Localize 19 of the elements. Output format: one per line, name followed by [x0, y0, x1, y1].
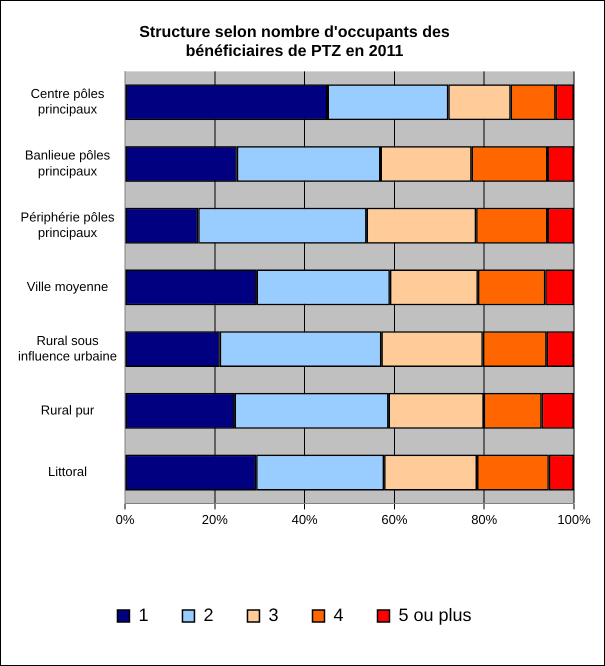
- x-tick-label: 20%: [202, 512, 228, 527]
- y-tick-label: Ville moyenne: [26, 278, 108, 294]
- x-tick-label: 0%: [116, 512, 135, 527]
- x-tick-label: 80%: [471, 512, 498, 527]
- legend-label: 2: [203, 604, 214, 625]
- y-tick-label: Rural pur: [40, 402, 95, 418]
- y-tick-label: Littoral: [48, 464, 88, 480]
- legend-label: 1: [138, 604, 148, 625]
- x-tick-label: 100%: [557, 512, 592, 527]
- chart-title: Structure selon nombre d'occupants des bénéficiaires de PTZ en 2011: [139, 24, 450, 60]
- legend-label: 5 ou plus: [398, 604, 472, 625]
- y-tick-label: Rural sous influence urbaine: [18, 332, 118, 364]
- y-tick-label: Centre pôles principaux: [30, 86, 105, 117]
- legend-label: 4: [333, 604, 344, 625]
- x-tick-label: 40%: [292, 512, 318, 527]
- y-tick-label: Banlieue pôles principaux: [24, 148, 111, 178]
- x-tick-label: 60%: [381, 512, 408, 527]
- y-tick-label: Périphérie pôles principaux: [20, 209, 115, 240]
- legend-label: 3: [268, 604, 278, 625]
